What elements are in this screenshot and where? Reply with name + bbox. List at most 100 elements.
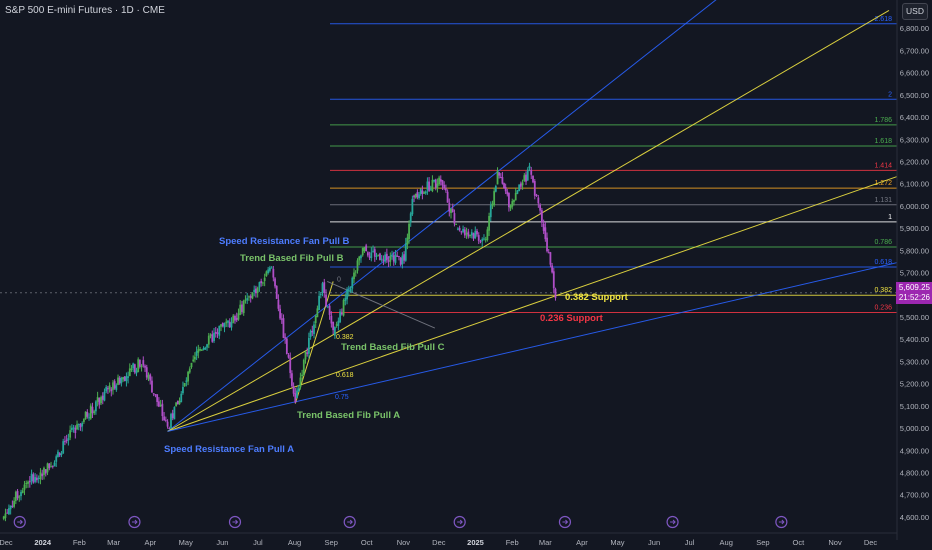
candle-body xyxy=(81,423,84,427)
y-tick-label: 5,000.00 xyxy=(900,424,929,433)
x-tick-label: Oct xyxy=(361,538,374,547)
candle-body xyxy=(267,269,270,273)
candle-body xyxy=(472,233,475,239)
candle-body xyxy=(523,175,526,181)
candle-body xyxy=(98,398,101,405)
candle-body xyxy=(57,451,59,458)
candle-body xyxy=(372,250,374,252)
x-tick-label: Aug xyxy=(720,538,733,547)
event-marker-icon[interactable] xyxy=(453,515,466,529)
candle-body xyxy=(530,169,533,175)
candle-body xyxy=(508,192,510,208)
fib-c-level-label: 0 xyxy=(337,276,341,283)
candle-body xyxy=(138,359,141,367)
candle-body xyxy=(25,482,28,484)
candle-body xyxy=(342,300,345,316)
candle-body xyxy=(465,233,468,235)
candle-body xyxy=(349,289,352,292)
candle-body xyxy=(145,367,148,378)
currency-selector[interactable]: USD xyxy=(902,3,928,20)
candle-body xyxy=(403,254,406,261)
candle-body xyxy=(380,258,383,260)
candle-body xyxy=(458,227,461,231)
candle-body xyxy=(347,290,350,292)
candle-body xyxy=(353,272,355,280)
candle-body xyxy=(434,179,437,188)
candle-body xyxy=(204,347,207,350)
x-tick-label: Feb xyxy=(506,538,519,547)
y-tick-label: 5,400.00 xyxy=(900,335,929,344)
candle-body xyxy=(55,456,58,462)
candle-body xyxy=(51,465,54,467)
candle-body xyxy=(60,453,63,455)
candle-body xyxy=(67,438,70,441)
chart-annotation: Speed Resistance Fan Pull A xyxy=(164,444,294,455)
candle-body xyxy=(263,277,266,281)
candle-body xyxy=(377,254,380,256)
candle-body xyxy=(444,188,447,191)
candle-body xyxy=(171,413,174,418)
last-price-label: 5,609.25 21:52:26 xyxy=(896,282,932,304)
candle-body xyxy=(287,354,290,358)
candle-body xyxy=(333,327,336,336)
candle-body xyxy=(284,337,287,339)
candle-body xyxy=(48,463,51,469)
candle-body xyxy=(242,300,245,314)
candle-body xyxy=(239,304,242,315)
candle-body xyxy=(274,278,276,287)
candle-body xyxy=(149,374,152,381)
candle-body xyxy=(294,393,297,403)
candle-body xyxy=(551,265,554,273)
event-marker-arrow xyxy=(131,519,138,525)
event-marker-icon[interactable] xyxy=(128,515,141,529)
candle-body xyxy=(463,229,466,236)
candle-body xyxy=(64,441,66,443)
candle-body xyxy=(144,365,146,368)
event-marker-icon[interactable] xyxy=(343,515,356,529)
candle-body xyxy=(156,394,159,403)
candle-body xyxy=(453,213,456,224)
y-tick-label: 6,700.00 xyxy=(900,46,929,55)
candle-body xyxy=(115,385,118,390)
candle-body xyxy=(462,228,464,232)
candle-body xyxy=(21,490,24,493)
candle-body xyxy=(501,177,504,184)
candle-body xyxy=(140,365,143,368)
candle-body xyxy=(23,484,26,490)
event-marker-icon[interactable] xyxy=(666,515,679,529)
candle-body xyxy=(528,165,531,169)
candle-body xyxy=(513,199,515,203)
candle-body xyxy=(421,190,424,194)
candle-body xyxy=(375,255,378,257)
candle-body xyxy=(451,208,454,213)
event-marker-icon[interactable] xyxy=(13,515,26,529)
candle-body xyxy=(182,386,184,394)
candle-body xyxy=(455,223,458,225)
event-marker-icon[interactable] xyxy=(775,515,788,529)
event-marker-icon[interactable] xyxy=(228,515,242,529)
candle-body xyxy=(4,513,7,518)
candle-body xyxy=(125,376,128,382)
x-tick-label: Apr xyxy=(576,538,588,547)
event-marker-icon[interactable] xyxy=(558,515,572,529)
candle-body xyxy=(401,255,404,265)
candle-body xyxy=(370,252,373,259)
candle-body xyxy=(270,267,273,269)
candle-body xyxy=(194,356,196,360)
candle-body xyxy=(503,183,505,189)
fan-a-line-steep xyxy=(167,0,717,432)
candle-body xyxy=(178,400,181,405)
candle-body xyxy=(86,411,89,417)
candle-body xyxy=(467,231,470,237)
candle-body xyxy=(365,245,368,252)
fib-c-level-label: 0.618 xyxy=(336,372,354,379)
candle-body xyxy=(413,195,415,198)
fib-level-label: 0.382 xyxy=(874,287,892,294)
candle-body xyxy=(207,335,210,345)
candle-body xyxy=(113,381,116,389)
x-tick-label: Nov xyxy=(828,538,842,547)
candle-body xyxy=(292,385,295,394)
candle-body xyxy=(13,500,15,507)
candle-body xyxy=(103,391,106,401)
